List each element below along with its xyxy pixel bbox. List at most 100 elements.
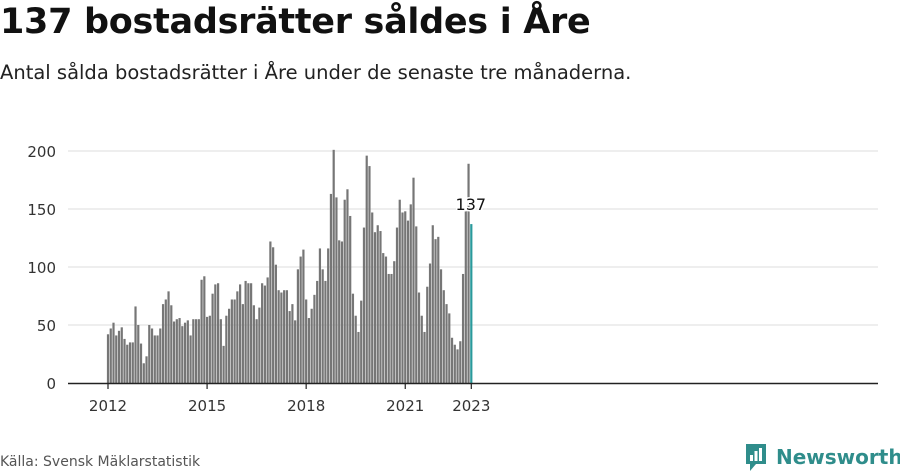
bar [448, 313, 451, 383]
highlight-value-label: 137 [456, 195, 487, 214]
x-tick-label: 2021 [386, 397, 424, 415]
bar [382, 253, 385, 383]
bar [148, 325, 151, 383]
bar [387, 273, 390, 383]
bar [464, 211, 467, 383]
bar [349, 215, 352, 383]
bar [340, 241, 344, 383]
bar [305, 299, 308, 383]
bar [401, 212, 404, 383]
bar [189, 335, 192, 383]
y-tick-label: 50 [37, 317, 56, 335]
bar [360, 300, 363, 383]
bar [131, 342, 134, 383]
bar [343, 199, 346, 383]
bar [398, 199, 401, 383]
bar [409, 204, 412, 383]
bar [106, 334, 110, 383]
bar [194, 319, 198, 383]
bar [139, 343, 143, 383]
bar [384, 256, 388, 383]
bar [208, 315, 211, 383]
bar [439, 269, 443, 383]
bar [197, 319, 200, 383]
bar [459, 341, 462, 383]
bar [365, 155, 368, 383]
bar [181, 326, 184, 383]
bar [233, 299, 236, 383]
chart-title: 137 bostadsrätter såldes i Åre [0, 2, 591, 42]
bar [167, 291, 170, 383]
bar [316, 280, 319, 383]
chart-subtitle: Antal sålda bostadsrätter i Åre under de… [0, 61, 632, 84]
bar [272, 247, 275, 383]
bar [123, 338, 126, 383]
bar [362, 227, 366, 383]
bar [120, 327, 123, 383]
bar [277, 290, 280, 383]
bar [137, 325, 140, 383]
bar [214, 284, 217, 383]
bar [294, 320, 297, 383]
bar [216, 283, 220, 383]
bar [332, 149, 335, 383]
bar [225, 315, 228, 383]
bar [252, 305, 255, 383]
bar [112, 322, 115, 383]
bar [428, 263, 432, 383]
bar [142, 363, 145, 383]
bar [461, 273, 465, 383]
bar [445, 304, 448, 383]
bar [164, 299, 167, 383]
bar [313, 294, 316, 383]
newsworthy-logo-icon [746, 444, 766, 471]
bar [161, 304, 165, 383]
bar [274, 264, 277, 383]
bar [390, 273, 393, 383]
x-tick-label: 2012 [89, 397, 127, 415]
y-tick-label: 200 [27, 143, 56, 161]
bar [420, 315, 423, 383]
bar [186, 320, 189, 383]
bar [467, 163, 470, 383]
bar [393, 261, 396, 383]
bar [263, 285, 266, 383]
bar [299, 256, 302, 383]
bar [170, 305, 173, 383]
bar [255, 319, 258, 383]
bar [117, 330, 121, 383]
bar [346, 189, 349, 383]
bar [247, 283, 250, 383]
bar [431, 225, 434, 383]
bar [211, 293, 214, 383]
x-tick-label: 2015 [188, 397, 226, 415]
bar [417, 292, 421, 383]
x-tick-label: 2023 [452, 397, 490, 415]
bar [236, 291, 239, 383]
bar [150, 328, 154, 383]
bar [357, 331, 360, 383]
bar [442, 290, 445, 383]
bar [423, 331, 426, 383]
brand-logo: Newsworthy [744, 442, 900, 472]
bar [175, 319, 178, 383]
bar [172, 321, 176, 383]
bar [310, 308, 313, 383]
bar [327, 248, 330, 383]
bar [456, 349, 459, 383]
bar [415, 226, 418, 383]
bar [126, 344, 129, 383]
bar [244, 280, 247, 383]
bar [266, 277, 269, 383]
bar [434, 239, 437, 383]
y-tick-label: 0 [46, 375, 56, 393]
bar [321, 269, 324, 383]
bar [288, 311, 291, 383]
bar [329, 193, 333, 383]
bar [269, 241, 272, 383]
bar [222, 345, 225, 383]
bar [241, 304, 244, 383]
bar [115, 335, 118, 383]
bar [192, 319, 195, 383]
